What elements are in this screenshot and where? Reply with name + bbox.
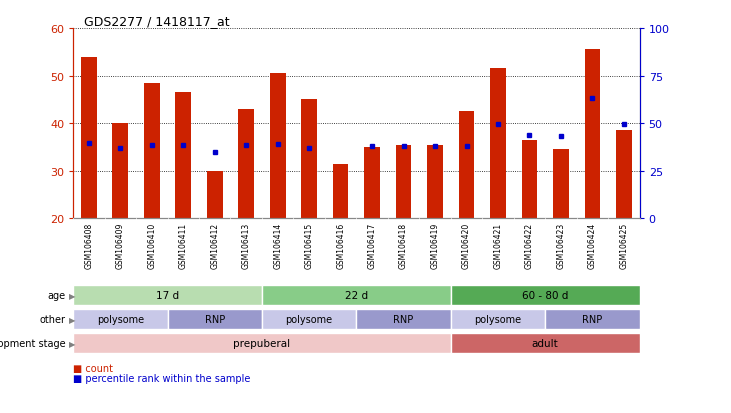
Bar — [458, 112, 474, 219]
Text: GSM106413: GSM106413 — [242, 222, 251, 268]
Bar — [451, 309, 545, 330]
Text: 17 d: 17 d — [156, 290, 179, 301]
Bar — [207, 171, 223, 219]
Text: RNP: RNP — [205, 314, 225, 325]
Bar — [144, 83, 159, 219]
Bar — [262, 285, 451, 306]
Bar — [113, 124, 128, 219]
Text: GDS2277 / 1418117_at: GDS2277 / 1418117_at — [85, 15, 230, 28]
Text: GSM106425: GSM106425 — [619, 222, 629, 268]
Text: GSM106424: GSM106424 — [588, 222, 597, 268]
Text: 60 - 80 d: 60 - 80 d — [522, 290, 569, 301]
Text: GSM106417: GSM106417 — [368, 222, 376, 268]
Text: GSM106419: GSM106419 — [431, 222, 439, 268]
Bar — [73, 285, 262, 306]
Text: GSM106410: GSM106410 — [147, 222, 156, 268]
Text: ■ percentile rank within the sample: ■ percentile rank within the sample — [73, 373, 251, 383]
Bar — [238, 109, 254, 219]
Text: prepuberal: prepuberal — [233, 338, 290, 349]
Bar — [451, 333, 640, 354]
Bar — [364, 147, 380, 219]
Text: GSM106414: GSM106414 — [273, 222, 282, 268]
Text: GSM106415: GSM106415 — [305, 222, 314, 268]
Bar — [553, 150, 569, 219]
Bar — [301, 100, 317, 219]
Text: development stage: development stage — [0, 338, 66, 349]
Text: GSM106418: GSM106418 — [399, 222, 408, 268]
Bar — [270, 74, 286, 219]
Bar — [73, 333, 451, 354]
Text: 22 d: 22 d — [345, 290, 368, 301]
Bar — [522, 140, 537, 219]
Text: GSM106412: GSM106412 — [211, 222, 219, 268]
Bar — [81, 57, 96, 219]
Text: ■ count: ■ count — [73, 363, 113, 373]
Text: GSM106423: GSM106423 — [556, 222, 566, 268]
Text: GSM106421: GSM106421 — [493, 222, 502, 268]
Text: GSM106409: GSM106409 — [115, 222, 125, 268]
Bar — [167, 309, 262, 330]
Bar — [356, 309, 451, 330]
Text: ▶: ▶ — [69, 339, 76, 348]
Text: polysome: polysome — [96, 314, 144, 325]
Bar — [585, 50, 600, 219]
Text: GSM106416: GSM106416 — [336, 222, 345, 268]
Bar — [333, 164, 349, 219]
Bar — [175, 93, 191, 219]
Bar — [490, 69, 506, 219]
Text: ▶: ▶ — [69, 315, 76, 324]
Text: RNP: RNP — [583, 314, 602, 325]
Text: RNP: RNP — [393, 314, 414, 325]
Text: GSM106422: GSM106422 — [525, 222, 534, 268]
Bar — [73, 309, 167, 330]
Bar — [262, 309, 356, 330]
Text: polysome: polysome — [286, 314, 333, 325]
Bar — [395, 145, 412, 219]
Text: other: other — [39, 314, 66, 325]
Bar — [427, 145, 443, 219]
Text: GSM106408: GSM106408 — [84, 222, 94, 268]
Text: GSM106420: GSM106420 — [462, 222, 471, 268]
Text: polysome: polysome — [474, 314, 521, 325]
Text: GSM106411: GSM106411 — [179, 222, 188, 268]
Bar — [545, 309, 640, 330]
Text: ▶: ▶ — [69, 291, 76, 300]
Text: adult: adult — [532, 338, 558, 349]
Bar — [616, 131, 632, 219]
Text: age: age — [48, 290, 66, 301]
Bar — [451, 285, 640, 306]
